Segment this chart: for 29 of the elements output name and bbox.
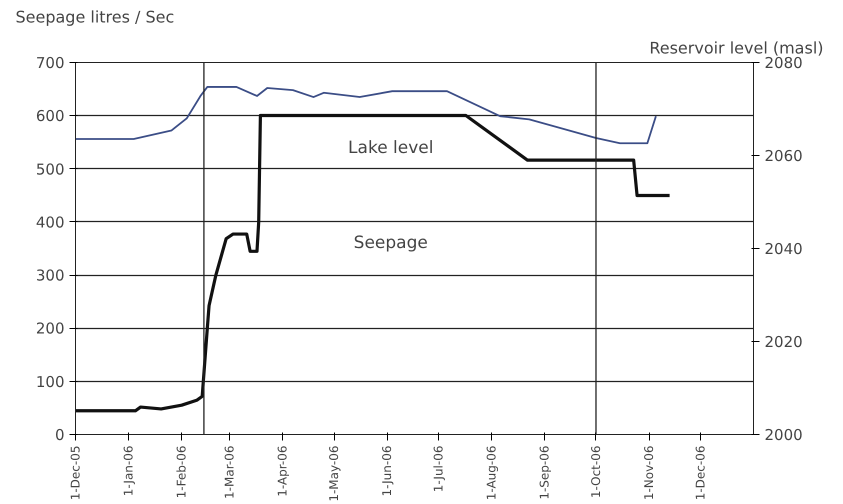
y2-tick-label: 2000 bbox=[764, 426, 803, 444]
y-tick-label: 700 bbox=[36, 54, 65, 72]
x-tick-label: 1-Jul-06 bbox=[431, 445, 446, 492]
x-tick-label: 1-May-06 bbox=[327, 445, 342, 502]
annotation: Lake level bbox=[348, 138, 434, 158]
y-tick-label: 500 bbox=[36, 160, 65, 178]
x-tick-label: 1-Apr-06 bbox=[276, 445, 290, 497]
y-tick-label: 0 bbox=[54, 426, 65, 444]
x-tick-label: 1-Dec-06 bbox=[693, 445, 708, 500]
x-tick-label: 1-Dec-05 bbox=[68, 445, 82, 500]
y-axis-title: Seepage litres / Sec bbox=[16, 8, 174, 26]
x-tick-label: 1-Oct-06 bbox=[588, 445, 603, 498]
x-tick-label: 1-Jun-06 bbox=[380, 446, 394, 496]
annotation: Seepage bbox=[354, 232, 428, 253]
y-tick-label: 100 bbox=[36, 372, 65, 391]
y-tick-label: 600 bbox=[36, 107, 65, 126]
y-tick-label: 200 bbox=[36, 320, 65, 338]
x-tick-label: 1-Sep-06 bbox=[538, 445, 552, 500]
x-tick-label: 1-Nov-06 bbox=[642, 445, 656, 500]
y-tick-label: 400 bbox=[36, 213, 65, 232]
y2-tick-label: 2060 bbox=[764, 147, 803, 165]
line-series bbox=[76, 114, 672, 412]
y2-tick-label: 2040 bbox=[764, 240, 803, 258]
x-tick-label: 1-Mar-06 bbox=[222, 446, 237, 499]
x-tick-label: 1-Aug-06 bbox=[484, 446, 499, 500]
y-tick-label: 300 bbox=[36, 266, 65, 285]
x-tick-label: 1-Jan-06 bbox=[122, 445, 136, 496]
x-tick-label: 1-Feb-06 bbox=[174, 446, 189, 498]
y2-tick-label: 2020 bbox=[764, 333, 803, 351]
